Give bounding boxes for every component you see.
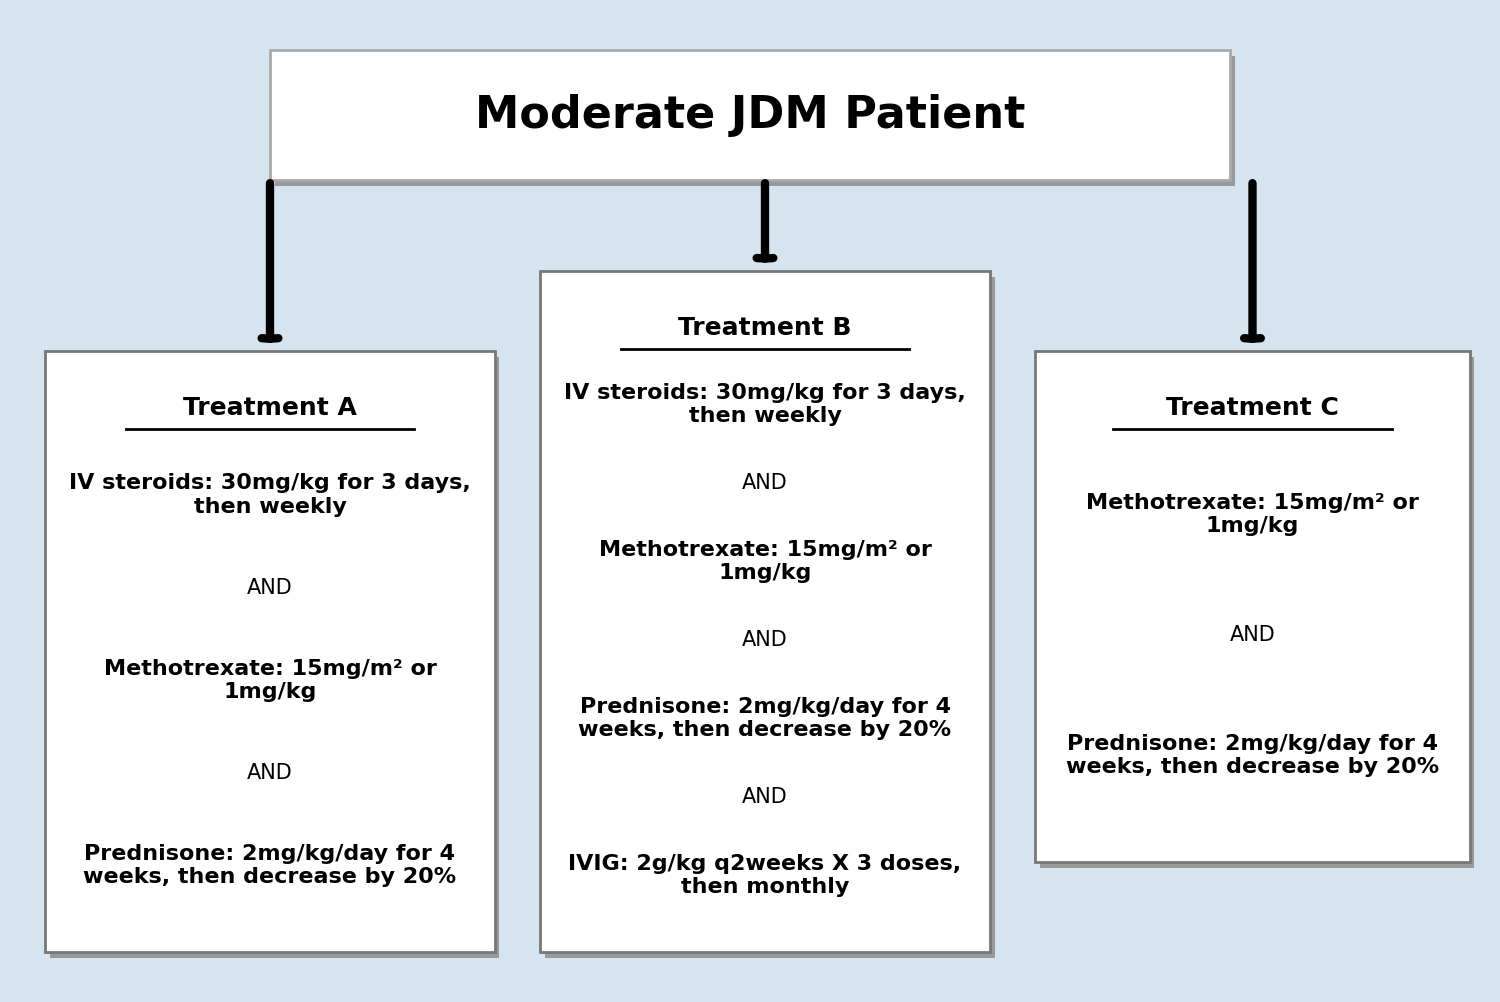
FancyBboxPatch shape <box>540 271 990 952</box>
Text: AND: AND <box>742 630 788 650</box>
Text: IVIG: 2g/kg q2weeks X 3 doses,
then monthly: IVIG: 2g/kg q2weeks X 3 doses, then mont… <box>568 854 962 898</box>
FancyBboxPatch shape <box>274 56 1234 186</box>
Text: AND: AND <box>248 578 292 598</box>
Text: Prednisone: 2mg/kg/day for 4
weeks, then decrease by 20%: Prednisone: 2mg/kg/day for 4 weeks, then… <box>1066 734 1438 778</box>
Text: IV steroids: 30mg/kg for 3 days,
then weekly: IV steroids: 30mg/kg for 3 days, then we… <box>564 383 966 427</box>
Text: Prednisone: 2mg/kg/day for 4
weeks, then decrease by 20%: Prednisone: 2mg/kg/day for 4 weeks, then… <box>579 697 951 740</box>
FancyBboxPatch shape <box>45 351 495 952</box>
Text: AND: AND <box>248 763 292 783</box>
FancyBboxPatch shape <box>544 277 994 958</box>
Text: Treatment C: Treatment C <box>1166 396 1340 420</box>
Text: AND: AND <box>742 473 788 493</box>
Text: Treatment B: Treatment B <box>678 316 852 340</box>
Text: AND: AND <box>1230 625 1275 645</box>
Text: IV steroids: 30mg/kg for 3 days,
then weekly: IV steroids: 30mg/kg for 3 days, then we… <box>69 473 471 517</box>
Text: Methotrexate: 15mg/m² or
1mg/kg: Methotrexate: 15mg/m² or 1mg/kg <box>104 658 436 702</box>
Text: Methotrexate: 15mg/m² or
1mg/kg: Methotrexate: 15mg/m² or 1mg/kg <box>598 540 932 583</box>
FancyBboxPatch shape <box>270 50 1230 180</box>
FancyBboxPatch shape <box>1040 357 1474 868</box>
FancyBboxPatch shape <box>50 357 500 958</box>
Text: AND: AND <box>742 788 788 808</box>
Text: Moderate JDM Patient: Moderate JDM Patient <box>476 94 1024 136</box>
Text: Prednisone: 2mg/kg/day for 4
weeks, then decrease by 20%: Prednisone: 2mg/kg/day for 4 weeks, then… <box>84 844 456 888</box>
Text: Methotrexate: 15mg/m² or
1mg/kg: Methotrexate: 15mg/m² or 1mg/kg <box>1086 493 1419 536</box>
Text: Treatment A: Treatment A <box>183 396 357 420</box>
FancyBboxPatch shape <box>1035 351 1470 862</box>
